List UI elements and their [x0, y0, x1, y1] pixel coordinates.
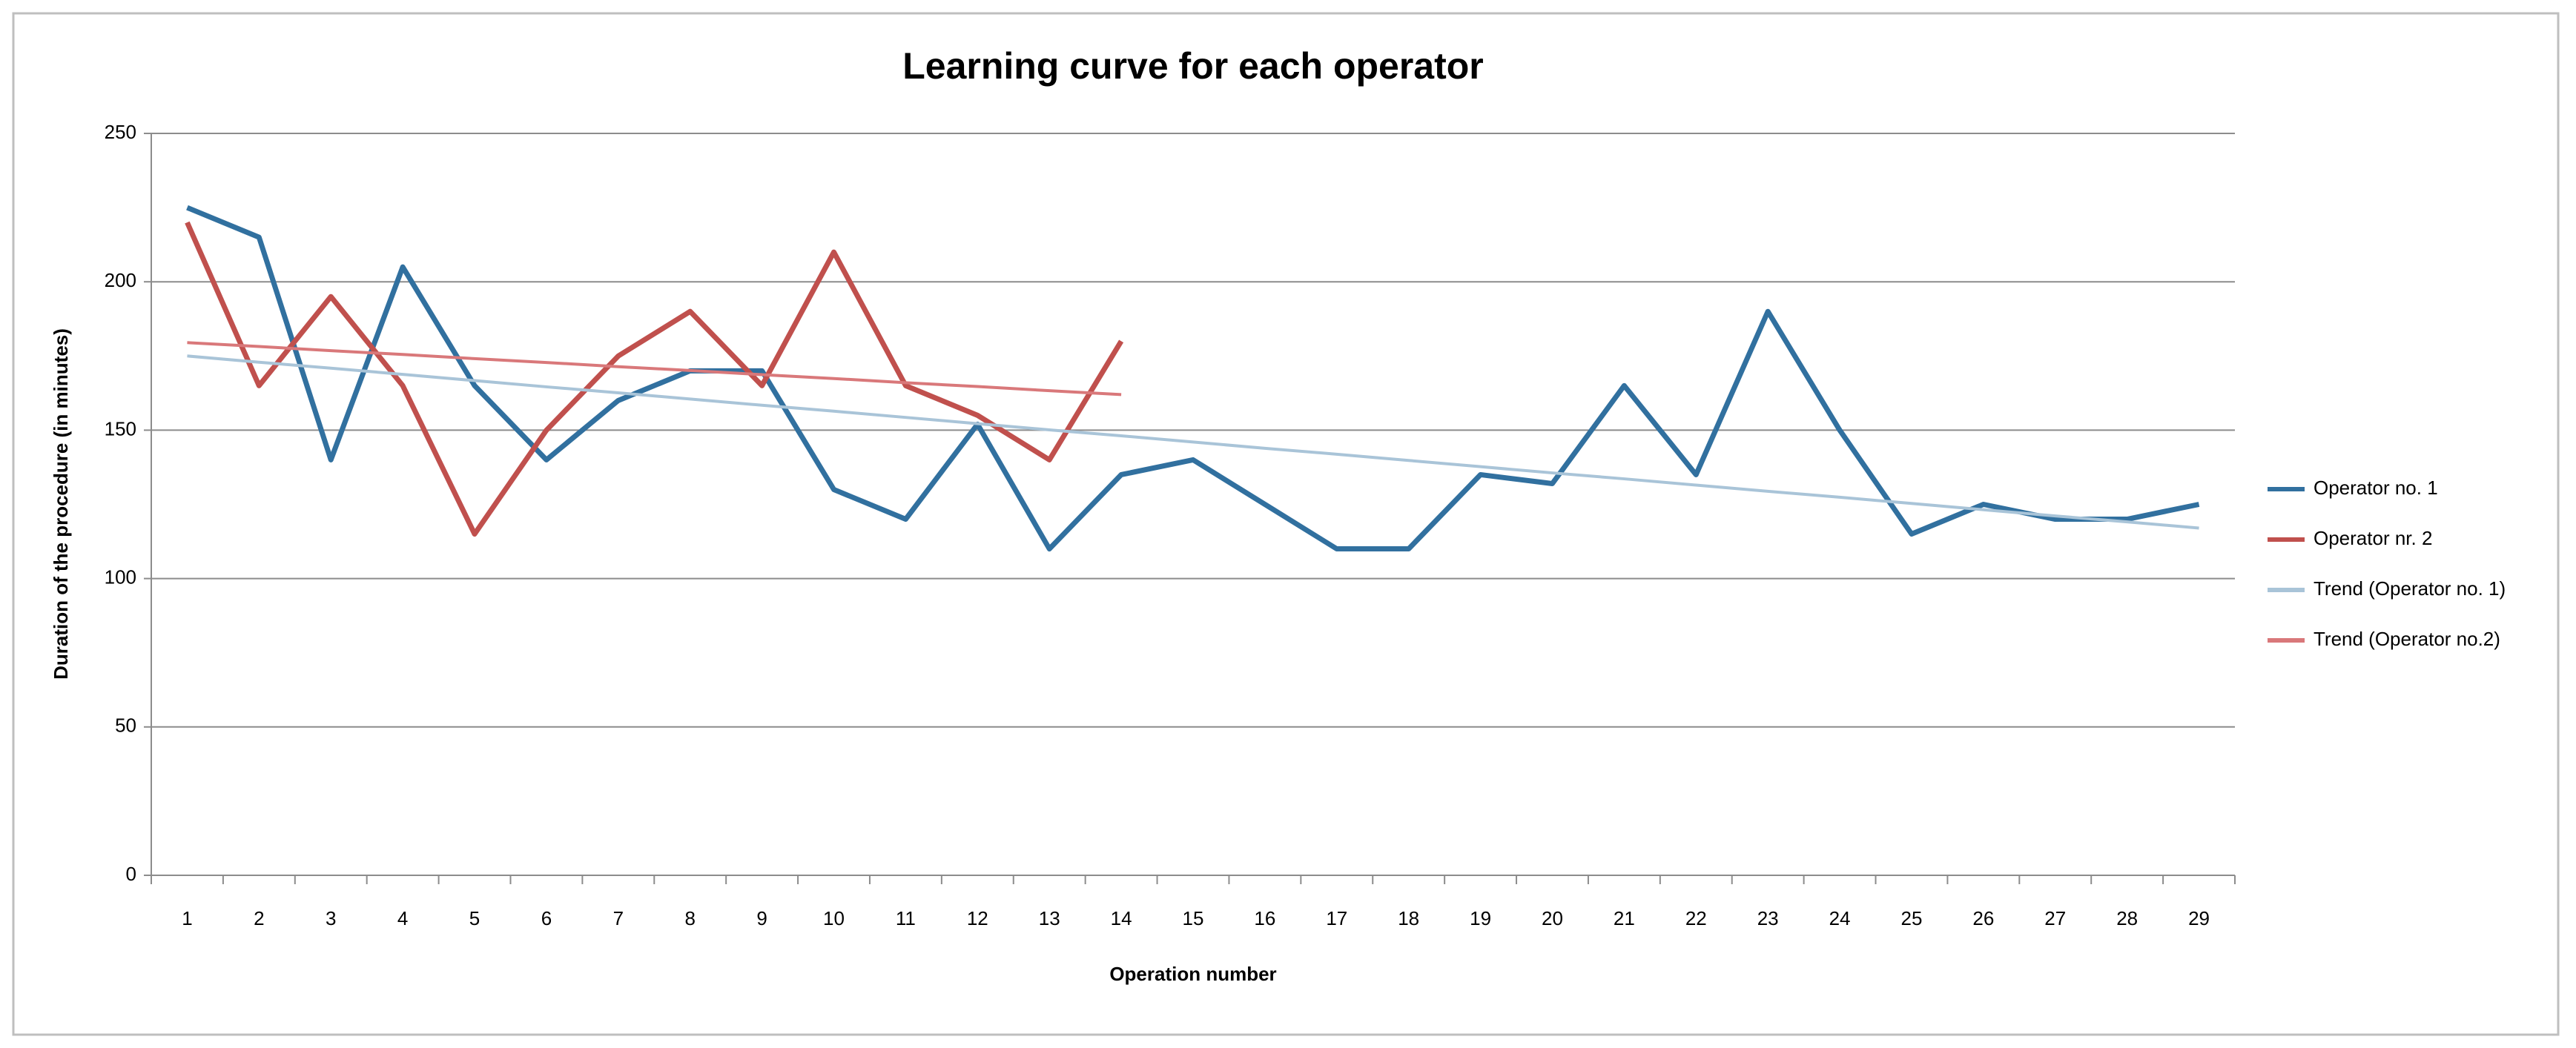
y-axis-title: Duration of the procedure (in minutes) — [50, 328, 72, 680]
x-tick-label: 9 — [756, 907, 767, 929]
x-tick-label: 1 — [182, 907, 192, 929]
y-tick-label: 200 — [105, 269, 136, 291]
x-tick-label: 8 — [684, 907, 695, 929]
x-axis-title: Operation number — [1109, 963, 1276, 985]
x-tick-label: 7 — [613, 907, 624, 929]
x-tick-label: 5 — [469, 907, 480, 929]
x-tick-label: 12 — [967, 907, 988, 929]
y-tick-label: 250 — [105, 121, 136, 143]
legend-label: Operator nr. 2 — [2314, 527, 2432, 549]
chart-border — [12, 12, 2560, 1036]
trend-line — [187, 341, 1122, 397]
x-tick-label: 11 — [896, 907, 916, 929]
y-tick-label: 50 — [115, 714, 136, 737]
y-tick-label: 150 — [105, 417, 136, 440]
legend-label: Trend (Operator no.2) — [2314, 628, 2500, 650]
x-tick-label: 29 — [2188, 907, 2210, 929]
x-tick-label: 14 — [1111, 907, 1132, 929]
series-line — [185, 221, 1124, 537]
x-tick-label: 15 — [1183, 907, 1204, 929]
x-tick-label: 28 — [2116, 907, 2138, 929]
x-tick-label: 4 — [397, 907, 408, 929]
x-tick-label: 18 — [1398, 907, 1419, 929]
x-tick-label: 26 — [1972, 907, 1994, 929]
x-tick-label: 6 — [541, 907, 552, 929]
x-tick-label: 21 — [1614, 907, 1635, 929]
x-tick-label: 24 — [1829, 907, 1851, 929]
chart-title: Learning curve for each operator — [902, 45, 1484, 87]
x-tick-label: 23 — [1757, 907, 1779, 929]
x-tick-label: 22 — [1685, 907, 1707, 929]
x-tick-label: 10 — [823, 907, 845, 929]
legend-label: Operator no. 1 — [2314, 477, 2438, 499]
trend-line — [187, 354, 2199, 530]
x-tick-label: 13 — [1039, 907, 1060, 929]
y-tick-label: 100 — [105, 566, 136, 588]
y-tick-label: 0 — [126, 863, 136, 885]
x-tick-label: 19 — [1470, 907, 1491, 929]
series-line — [186, 205, 2200, 552]
x-tick-label: 27 — [2044, 907, 2066, 929]
x-tick-label: 25 — [1901, 907, 1923, 929]
legend-label: Trend (Operator no. 1) — [2314, 577, 2506, 600]
x-tick-label: 2 — [254, 907, 264, 929]
x-tick-label: 17 — [1326, 907, 1347, 929]
x-tick-label: 3 — [326, 907, 336, 929]
x-tick-label: 20 — [1542, 907, 1563, 929]
x-tick-label: 16 — [1254, 907, 1275, 929]
